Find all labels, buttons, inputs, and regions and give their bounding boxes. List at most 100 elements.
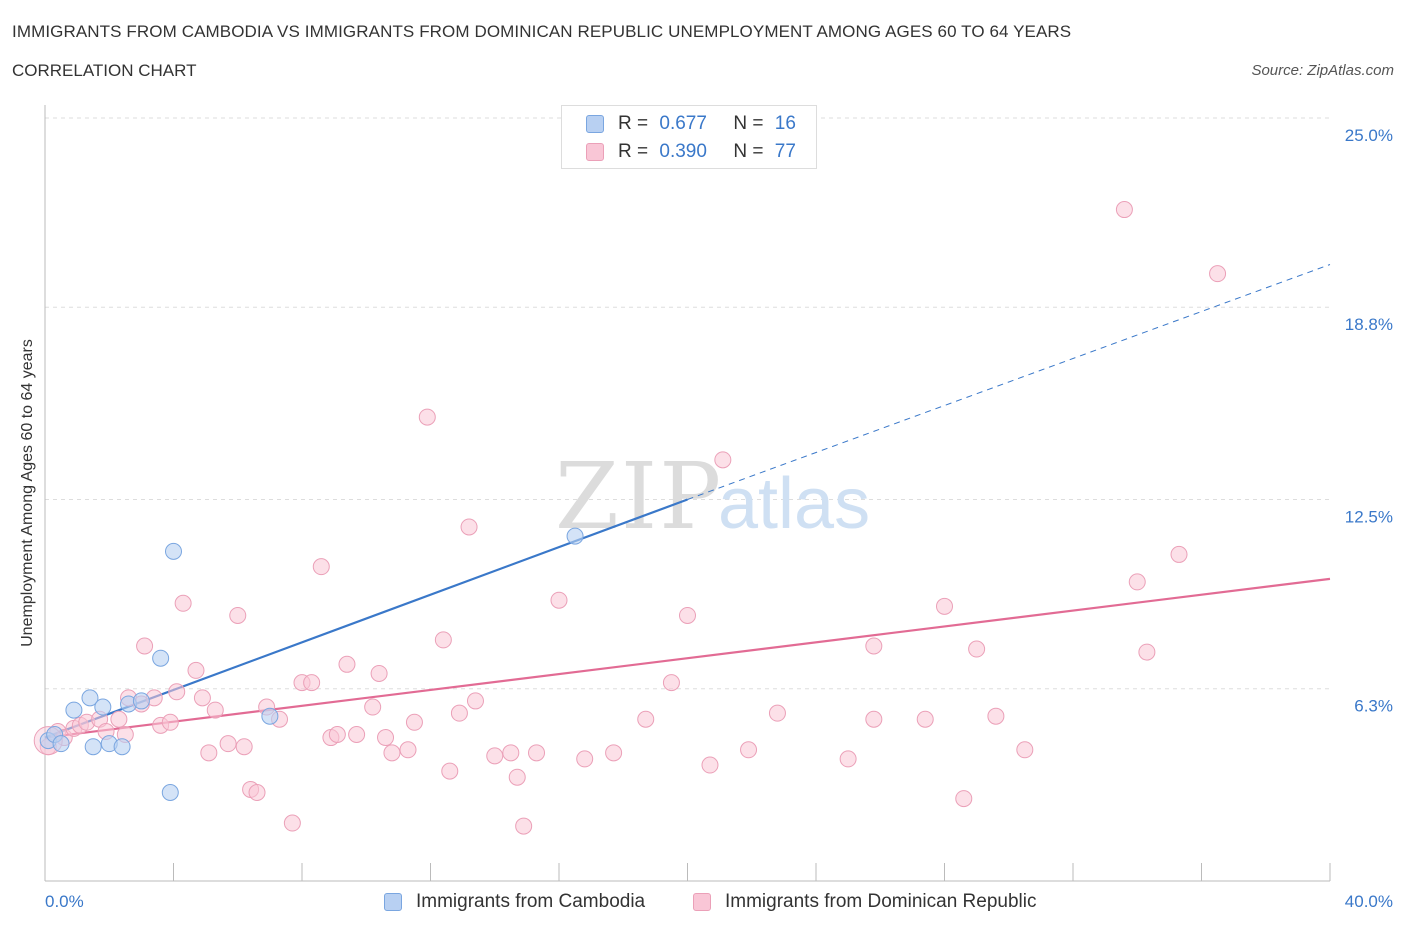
data-point-dominican [679, 606, 696, 624]
data-point-dominican [701, 756, 719, 774]
data-point-dominican [399, 741, 417, 759]
correlation-legend: R = 0.677 N = 16 R = 0.390 N = 77 [561, 105, 817, 169]
data-point-dominican [434, 631, 452, 649]
data-point-cambodia [161, 783, 179, 801]
bottom-legend-dominican: Immigrants from Dominican Republic [693, 889, 1037, 915]
data-point-dominican [338, 655, 356, 673]
legend-r-value-dominican: 0.390 [659, 141, 707, 162]
data-point-dominican [110, 710, 128, 728]
data-point-dominican [364, 698, 382, 716]
data-point-dominican [377, 729, 395, 747]
data-point-dominican [450, 704, 468, 722]
data-point-dominican [502, 744, 520, 762]
data-point-dominican [714, 451, 732, 469]
trend-line-dominican [44, 577, 1331, 739]
data-point-dominican [936, 597, 953, 615]
data-point-dominican [576, 750, 594, 768]
y-axis-label: Unemployment Among Ages 60 to 64 years [19, 339, 36, 647]
data-point-cambodia [152, 649, 170, 667]
data-point-dominican [383, 744, 401, 762]
y-tick-label: 25.0% [1345, 126, 1393, 145]
data-point-dominican [248, 783, 266, 801]
y-tick-label: 6.3% [1354, 697, 1393, 716]
watermark: ZIP atlas [555, 443, 870, 550]
data-point-dominican [1209, 265, 1227, 283]
data-point-dominican [441, 762, 459, 780]
data-point-dominican [916, 710, 934, 728]
legend-r-label: R = [618, 141, 649, 162]
bottom-legend-swatch-cambodia [384, 893, 402, 911]
data-point-dominican [219, 735, 237, 753]
data-point-dominican [460, 518, 478, 536]
x-tick-label: 40.0% [1345, 892, 1393, 911]
data-point-dominican [174, 594, 192, 612]
data-point-dominican [955, 790, 973, 808]
data-point-dominican [229, 606, 247, 624]
bottom-legend-label-cambodia: Immigrants from Cambodia [416, 891, 646, 912]
y-tick-label: 18.8% [1345, 315, 1393, 334]
data-point-dominican [768, 704, 786, 722]
data-point-dominican [865, 710, 883, 728]
axes [44, 105, 1331, 882]
chart-subtitle: CORRELATION CHART [12, 61, 197, 80]
data-point-dominican [865, 637, 883, 655]
bottom-legend-swatch-dominican [693, 893, 711, 911]
legend-swatch-dominican [586, 143, 604, 161]
data-point-dominican [486, 747, 504, 765]
data-point-dominican [1170, 545, 1188, 563]
data-point-dominican [348, 726, 366, 744]
data-point-dominican [1115, 201, 1133, 219]
data-point-dominican [968, 640, 986, 658]
watermark-atlas: atlas [718, 464, 870, 544]
data-point-dominican [200, 744, 218, 762]
data-point-dominican [508, 768, 526, 786]
data-point-dominican [605, 744, 623, 762]
data-point-dominican [839, 750, 857, 768]
legend-swatch-cambodia [586, 115, 604, 133]
data-point-dominican [637, 710, 655, 728]
data-point-cambodia [81, 689, 99, 707]
data-point-cambodia [132, 692, 150, 710]
data-point-dominican [550, 591, 568, 609]
legend-n-label: N = [733, 141, 764, 162]
bottom-legend-cambodia: Immigrants from Cambodia [384, 889, 645, 915]
data-point-dominican [283, 814, 301, 832]
data-point-dominican [418, 408, 436, 426]
data-point-dominican [1138, 643, 1156, 661]
x-tick-label: 0.0% [45, 892, 84, 911]
tick-labels: 6.3% 12.5% 18.8% 25.0% 0.0% 40.0% [45, 126, 1393, 911]
data-point-dominican [303, 674, 321, 692]
data-point-dominican [193, 689, 211, 707]
legend-n-label: N = [733, 113, 764, 134]
y-tick-label: 12.5% [1345, 508, 1393, 527]
data-point-cambodia [52, 735, 70, 753]
source-label: Source: ZipAtlas.com [1251, 62, 1394, 79]
data-point-dominican [405, 713, 423, 731]
legend-n-value-cambodia: 16 [774, 113, 796, 134]
data-point-dominican [515, 817, 533, 835]
data-point-cambodia [113, 738, 131, 756]
legend-n-value-dominican: 77 [774, 141, 796, 162]
bottom-legend-label-dominican: Immigrants from Dominican Republic [725, 891, 1037, 912]
data-point-dominican [662, 674, 680, 692]
legend-row-dominican: R = 0.390 N = 77 [586, 140, 796, 164]
data-point-dominican [740, 741, 758, 759]
data-point-cambodia [65, 701, 83, 719]
series-dominican-points [33, 201, 1227, 835]
data-point-cambodia [94, 698, 112, 716]
data-point-cambodia [566, 527, 584, 545]
legend-r-label: R = [618, 113, 649, 134]
data-point-dominican [136, 637, 154, 655]
data-point-dominican [187, 661, 205, 679]
data-point-cambodia [165, 542, 182, 560]
legend-r-value-cambodia: 0.677 [659, 113, 707, 134]
data-point-dominican [235, 738, 253, 756]
data-point-dominican [168, 683, 186, 701]
data-point-cambodia [261, 707, 279, 725]
data-point-dominican [328, 726, 346, 744]
trend-line-cambodia-extension [687, 264, 1331, 500]
data-point-dominican [528, 744, 546, 762]
data-point-dominican [466, 692, 484, 710]
data-point-dominican [987, 707, 1005, 725]
